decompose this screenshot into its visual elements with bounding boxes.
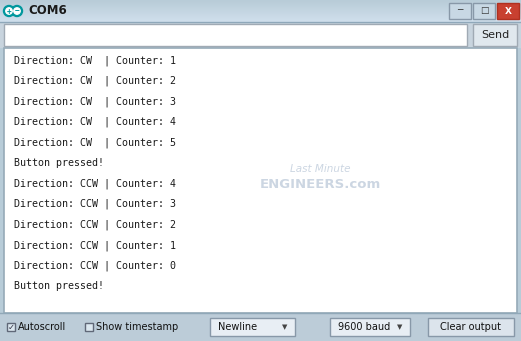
- Text: Direction: CCW | Counter: 3: Direction: CCW | Counter: 3: [14, 199, 176, 209]
- Text: Newline: Newline: [218, 322, 257, 332]
- Text: Show timestamp: Show timestamp: [96, 322, 178, 332]
- FancyBboxPatch shape: [473, 3, 495, 19]
- FancyBboxPatch shape: [0, 22, 521, 48]
- Text: Direction: CCW | Counter: 0: Direction: CCW | Counter: 0: [14, 261, 176, 271]
- Circle shape: [11, 5, 22, 16]
- Text: Send: Send: [481, 30, 509, 40]
- Text: X: X: [504, 6, 512, 15]
- Text: Direction: CW  | Counter: 4: Direction: CW | Counter: 4: [14, 117, 176, 127]
- Text: ✓: ✓: [7, 323, 15, 331]
- Text: Last Minute: Last Minute: [290, 163, 350, 174]
- Text: ─: ─: [457, 6, 463, 15]
- Text: □: □: [480, 6, 488, 15]
- FancyBboxPatch shape: [7, 323, 15, 331]
- FancyBboxPatch shape: [330, 318, 410, 336]
- Text: ▼: ▼: [398, 324, 403, 330]
- Text: COM6: COM6: [28, 4, 67, 17]
- Text: Direction: CCW | Counter: 2: Direction: CCW | Counter: 2: [14, 220, 176, 230]
- Text: 9600 baud: 9600 baud: [338, 322, 390, 332]
- Text: Button pressed!: Button pressed!: [14, 281, 104, 291]
- Text: Button pressed!: Button pressed!: [14, 158, 104, 168]
- Text: ENGINEERS.com: ENGINEERS.com: [259, 178, 381, 191]
- Text: Direction: CCW | Counter: 1: Direction: CCW | Counter: 1: [14, 240, 176, 251]
- Text: Autoscroll: Autoscroll: [18, 322, 66, 332]
- FancyBboxPatch shape: [4, 48, 517, 313]
- Circle shape: [4, 5, 15, 16]
- Text: +: +: [7, 6, 11, 15]
- FancyBboxPatch shape: [4, 24, 467, 46]
- FancyBboxPatch shape: [473, 24, 517, 46]
- FancyBboxPatch shape: [449, 3, 471, 19]
- Text: Direction: CW  | Counter: 5: Direction: CW | Counter: 5: [14, 137, 176, 148]
- Text: −: −: [15, 6, 19, 15]
- FancyBboxPatch shape: [428, 318, 514, 336]
- FancyBboxPatch shape: [0, 313, 521, 341]
- Text: Direction: CW  | Counter: 3: Direction: CW | Counter: 3: [14, 96, 176, 107]
- FancyBboxPatch shape: [497, 3, 519, 19]
- Text: Clear output: Clear output: [440, 322, 502, 332]
- Circle shape: [14, 8, 20, 14]
- Text: Direction: CW  | Counter: 1: Direction: CW | Counter: 1: [14, 55, 176, 65]
- Text: Direction: CW  | Counter: 2: Direction: CW | Counter: 2: [14, 76, 176, 86]
- Text: ▼: ▼: [282, 324, 288, 330]
- FancyBboxPatch shape: [210, 318, 295, 336]
- FancyBboxPatch shape: [85, 323, 93, 331]
- Circle shape: [6, 8, 12, 14]
- Text: Direction: CCW | Counter: 4: Direction: CCW | Counter: 4: [14, 178, 176, 189]
